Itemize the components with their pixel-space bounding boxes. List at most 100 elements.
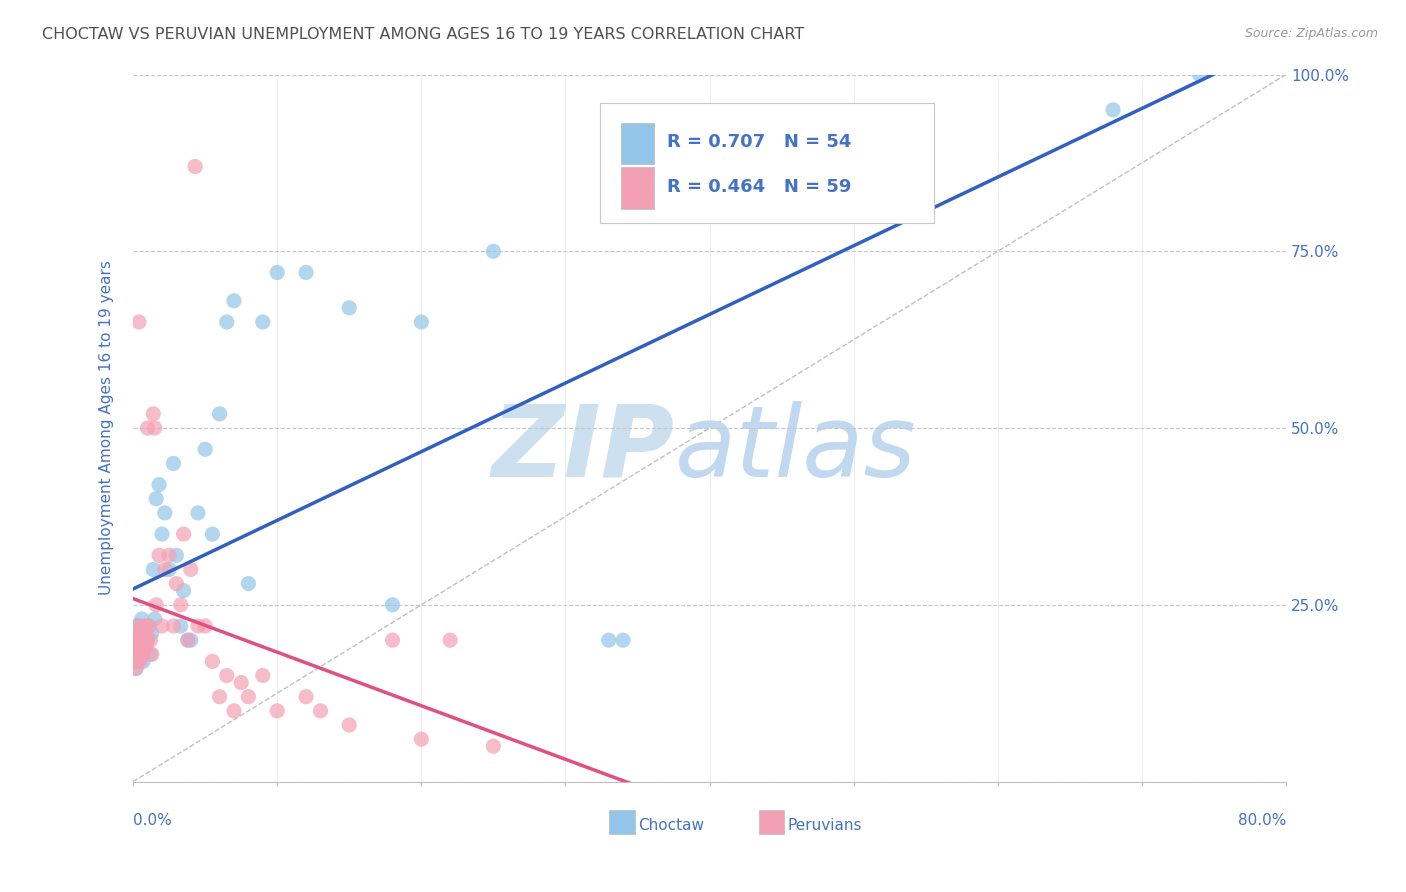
Point	[135, 619, 157, 633]
Point	[135, 640, 157, 655]
Point	[295, 265, 318, 279]
Point	[129, 648, 152, 662]
Point	[128, 619, 150, 633]
Point	[131, 633, 153, 648]
Point	[138, 619, 160, 633]
Text: Peruvians: Peruvians	[787, 818, 862, 833]
Point	[194, 442, 217, 457]
Point	[266, 265, 288, 279]
Point	[169, 619, 191, 633]
Text: CHOCTAW VS PERUVIAN UNEMPLOYMENT AMONG AGES 16 TO 19 YEARS CORRELATION CHART: CHOCTAW VS PERUVIAN UNEMPLOYMENT AMONG A…	[42, 27, 804, 42]
Point	[153, 506, 176, 520]
Point	[337, 718, 360, 732]
Point	[180, 562, 202, 576]
Point	[139, 633, 162, 648]
Point	[238, 576, 260, 591]
Point	[180, 633, 202, 648]
Point	[139, 648, 162, 662]
Point	[125, 661, 148, 675]
Point	[381, 598, 404, 612]
Point	[295, 690, 318, 704]
Point	[208, 690, 231, 704]
Point	[141, 648, 163, 662]
Point	[148, 477, 170, 491]
Point	[138, 619, 160, 633]
Point	[201, 527, 224, 541]
Point	[252, 315, 274, 329]
Point	[612, 633, 634, 648]
Point	[124, 640, 146, 655]
Point	[153, 562, 176, 576]
Point	[141, 626, 163, 640]
Point	[125, 661, 148, 675]
Point	[132, 633, 155, 648]
Point	[177, 633, 200, 648]
Point	[131, 648, 153, 662]
Point	[482, 739, 505, 754]
Point	[187, 506, 209, 520]
Point	[142, 407, 165, 421]
Point	[134, 626, 156, 640]
Point	[252, 668, 274, 682]
FancyBboxPatch shape	[621, 122, 654, 164]
Point	[124, 633, 146, 648]
Point	[381, 633, 404, 648]
Point	[128, 640, 150, 655]
Point	[145, 491, 167, 506]
Point	[148, 549, 170, 563]
FancyBboxPatch shape	[600, 103, 935, 223]
Point	[127, 648, 149, 662]
Point	[1188, 68, 1211, 82]
Point	[143, 612, 166, 626]
Point	[238, 690, 260, 704]
Point	[129, 640, 152, 655]
Point	[266, 704, 288, 718]
Point	[162, 619, 184, 633]
Point	[184, 160, 207, 174]
Point	[1102, 103, 1125, 117]
Point	[145, 598, 167, 612]
Point	[134, 626, 156, 640]
Point	[131, 612, 153, 626]
Point	[187, 619, 209, 633]
Text: Choctaw: Choctaw	[638, 818, 704, 833]
Point	[129, 654, 152, 668]
Point	[222, 704, 245, 718]
Point	[201, 654, 224, 668]
Text: 0.0%: 0.0%	[134, 814, 172, 829]
Point	[215, 315, 238, 329]
Point	[127, 654, 149, 668]
Point	[124, 654, 146, 668]
Point	[177, 633, 200, 648]
Point	[128, 648, 150, 662]
Point	[150, 619, 173, 633]
Point	[128, 315, 150, 329]
Point	[136, 421, 159, 435]
Point	[132, 654, 155, 668]
Point	[169, 598, 191, 612]
Y-axis label: Unemployment Among Ages 16 to 19 years: Unemployment Among Ages 16 to 19 years	[100, 260, 114, 596]
Point	[482, 244, 505, 259]
Text: 80.0%: 80.0%	[1237, 814, 1286, 829]
Point	[150, 527, 173, 541]
Point	[131, 640, 153, 655]
FancyBboxPatch shape	[621, 167, 654, 209]
Point	[194, 619, 217, 633]
Point	[129, 633, 152, 648]
Point	[125, 626, 148, 640]
Point	[134, 640, 156, 655]
Point	[598, 633, 620, 648]
Text: ZIP: ZIP	[492, 401, 675, 498]
Text: Source: ZipAtlas.com: Source: ZipAtlas.com	[1244, 27, 1378, 40]
Point	[439, 633, 461, 648]
Point	[215, 668, 238, 682]
Point	[411, 732, 433, 747]
Text: R = 0.464   N = 59: R = 0.464 N = 59	[666, 178, 851, 196]
Point	[142, 562, 165, 576]
FancyBboxPatch shape	[759, 810, 785, 834]
Point	[127, 633, 149, 648]
Point	[157, 562, 180, 576]
Point	[309, 704, 332, 718]
Point	[136, 619, 159, 633]
Point	[127, 619, 149, 633]
